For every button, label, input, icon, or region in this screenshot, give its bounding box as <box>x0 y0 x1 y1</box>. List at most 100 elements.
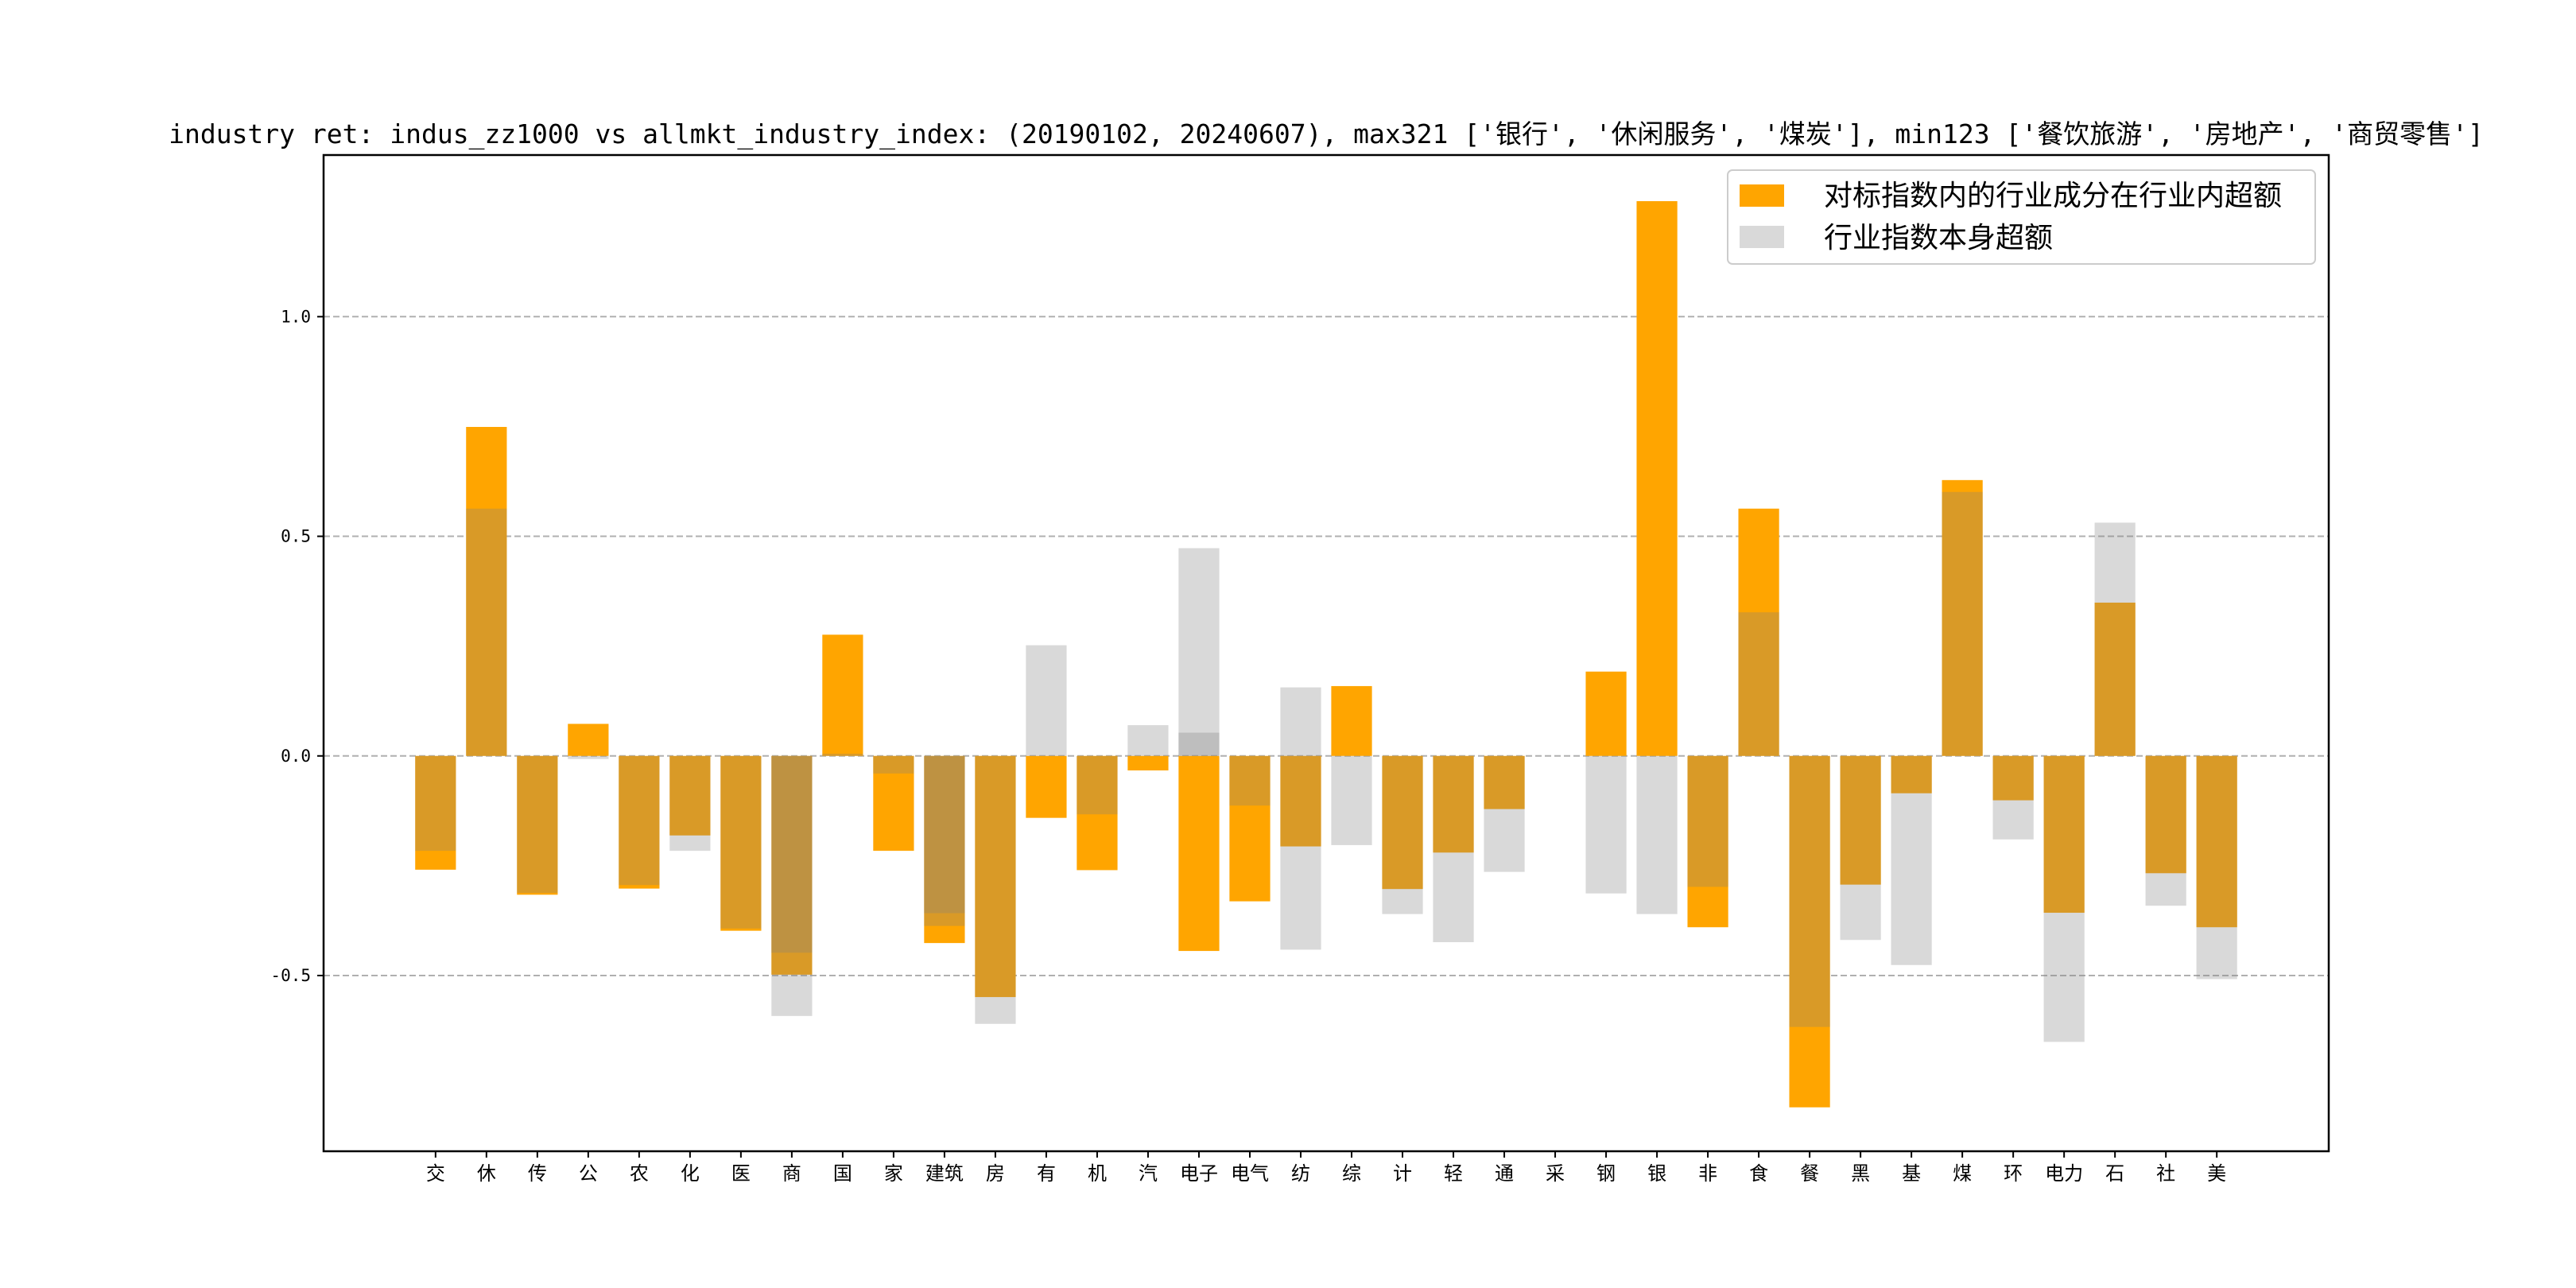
x-tick-label: 化 <box>681 1162 700 1185</box>
x-tick-label: 电力 <box>2045 1162 2083 1185</box>
bar-constituent-excess <box>1077 755 1118 871</box>
bar-constituent-excess <box>466 426 507 756</box>
bar-index-excess <box>1077 755 1118 815</box>
x-tick-label: 交 <box>426 1162 445 1185</box>
bar-constituent-excess <box>1178 755 1220 952</box>
x-tick-label: 电气 <box>1231 1162 1269 1185</box>
y-tick-label: 0.5 <box>281 527 311 546</box>
bar-constituent-excess <box>669 755 711 836</box>
x-tick-label: 美 <box>2207 1162 2226 1185</box>
bar-constituent-excess <box>2043 755 2085 914</box>
x-tick-label: 商 <box>782 1162 801 1185</box>
bar-constituent-excess <box>822 634 863 756</box>
x-tick-label: 有 <box>1037 1162 1056 1185</box>
x-tick-label: 家 <box>884 1162 903 1185</box>
legend-box <box>1727 169 2316 265</box>
x-tick-label: 纺 <box>1291 1162 1310 1185</box>
bar-constituent-excess <box>517 755 558 895</box>
bar-index-excess <box>1636 755 1678 914</box>
legend-swatch-gray <box>1740 226 1784 248</box>
bar-index-excess <box>1992 755 2034 840</box>
bar-constituent-excess <box>2094 602 2136 756</box>
bar-index-excess <box>1178 548 1220 756</box>
x-tick-label: 建筑 <box>925 1162 964 1185</box>
bar-index-excess <box>669 755 711 852</box>
x-tick-label: 房 <box>986 1162 1005 1185</box>
bar-constituent-excess <box>873 755 914 852</box>
bar-constituent-excess <box>1026 755 1067 818</box>
bar-index-excess <box>1127 725 1169 756</box>
x-tick-label: 休 <box>477 1162 496 1185</box>
bar-constituent-excess <box>975 755 1016 998</box>
bar-index-excess <box>1891 755 1932 965</box>
bar-index-excess <box>1687 755 1728 887</box>
x-tick-label: 公 <box>579 1162 598 1185</box>
x-tick-label: 钢 <box>1596 1162 1616 1185</box>
x-tick-label: 农 <box>630 1162 649 1185</box>
bar-constituent-excess <box>1840 755 1881 885</box>
bar-index-excess <box>568 755 609 759</box>
x-tick-label: 通 <box>1495 1162 1514 1185</box>
bar-index-excess-extra <box>771 755 813 953</box>
bar-index-excess <box>466 508 507 756</box>
bar-index-excess <box>619 755 660 886</box>
bar-constituent-excess <box>1585 671 1627 756</box>
x-tick-label: 基 <box>1902 1162 1921 1185</box>
legend-label-constituent-excess: 对标指数内的行业成分在行业内超额 <box>1824 180 2282 212</box>
bar-constituent-excess <box>1382 755 1423 890</box>
bar-constituent-excess <box>1229 755 1271 902</box>
bar-constituent-excess <box>1280 755 1321 847</box>
bar-constituent-excess <box>771 755 813 975</box>
bar-index-excess <box>2094 522 2136 756</box>
bar-index-excess <box>975 755 1016 1024</box>
bar-index-excess <box>2043 755 2085 1042</box>
bar-index-excess <box>415 755 456 852</box>
bar-index-excess <box>1331 755 1372 845</box>
y-tick-label: 0.0 <box>281 747 311 766</box>
x-tick-label: 食 <box>1749 1162 1768 1185</box>
bar-index-excess <box>2196 755 2237 980</box>
bar-index-excess <box>1229 755 1271 806</box>
bar-index-excess <box>771 755 813 1016</box>
bar-index-excess-extra <box>924 755 965 914</box>
x-tick-label: 轻 <box>1444 1162 1463 1185</box>
x-tick-label: 采 <box>1546 1162 1565 1185</box>
x-tick-label: 社 <box>2156 1162 2175 1185</box>
plot-frame <box>322 153 2330 1153</box>
x-tick-label: 汽 <box>1139 1162 1158 1185</box>
x-tick-label: 黑 <box>1851 1162 1870 1185</box>
bar-constituent-excess <box>1942 479 1983 756</box>
bar-index-excess <box>1026 645 1067 756</box>
x-tick-label: 银 <box>1647 1162 1666 1185</box>
bar-constituent-excess <box>1789 755 1830 1108</box>
x-tick-label: 传 <box>528 1162 547 1185</box>
bar-index-excess <box>1433 755 1474 943</box>
bar-index-excess <box>2145 755 2186 906</box>
bar-index-excess <box>720 755 762 929</box>
chart-title: industry ret: indus_zz1000 vs allmkt_ind… <box>169 118 2484 150</box>
bar-constituent-excess <box>568 724 609 756</box>
bar-constituent-excess <box>1127 755 1169 771</box>
x-tick-label: 石 <box>2105 1162 2124 1185</box>
y-tick-label: -0.5 <box>270 966 311 985</box>
x-tick-label: 电子 <box>1180 1162 1218 1185</box>
bar-index-excess <box>873 755 914 774</box>
bar-constituent-excess <box>1433 755 1474 853</box>
bar-constituent-excess <box>1484 755 1525 809</box>
x-tick-label: 综 <box>1342 1162 1361 1185</box>
bar-constituent-excess <box>415 755 456 870</box>
x-tick-label: 医 <box>731 1162 751 1185</box>
bar-constituent-excess <box>720 755 762 931</box>
bar-constituent-excess <box>1687 755 1728 928</box>
bar-index-excess-extra <box>1178 732 1220 756</box>
bar-index-excess <box>517 755 558 894</box>
x-tick-label: 餐 <box>1800 1162 1819 1185</box>
bar-index-excess <box>1280 755 1321 950</box>
bar-constituent-excess <box>2145 755 2186 874</box>
bar-index-excess <box>1382 755 1423 914</box>
legend-swatch-orange <box>1740 184 1784 207</box>
bar-constituent-excess <box>1738 508 1779 756</box>
bar-index-excess <box>1585 755 1627 894</box>
bar-constituent-excess <box>1992 755 2034 801</box>
